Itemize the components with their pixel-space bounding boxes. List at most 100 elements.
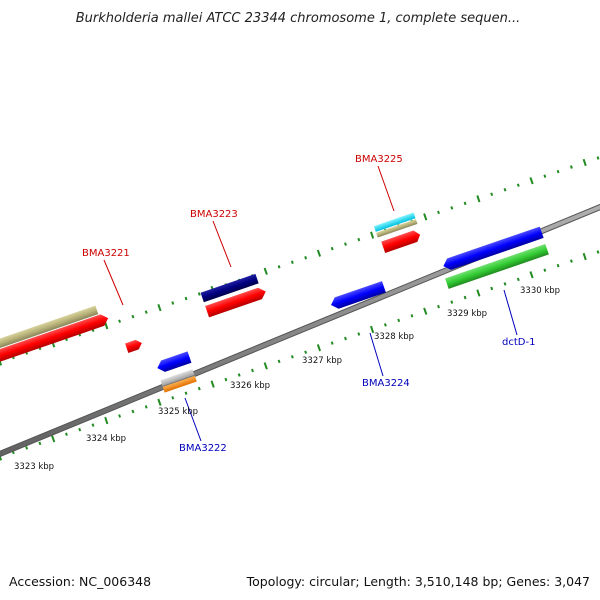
scale-tick <box>316 344 322 352</box>
scale-tick <box>543 174 547 178</box>
scale-tick <box>437 210 440 215</box>
scale-tick <box>290 355 294 359</box>
scale-tick <box>131 409 135 414</box>
feature-tan-right <box>376 219 418 238</box>
feature-blue-small <box>157 351 192 372</box>
scale-tick <box>197 292 201 296</box>
scale-tick <box>118 414 122 418</box>
scale-tick <box>224 377 228 382</box>
scale-tick <box>157 398 162 406</box>
scale-tick <box>582 252 587 261</box>
scale-label-3324: 3324 kbp <box>86 434 126 444</box>
scale-tick <box>131 314 135 319</box>
scale-tick <box>423 213 428 221</box>
scale-tick <box>0 358 3 366</box>
gene-label-bma3223: BMA3223 <box>190 209 238 220</box>
scale-tick <box>51 435 56 443</box>
scale-tick <box>91 423 95 427</box>
scale-label-3328: 3328 kbp <box>374 332 414 342</box>
feature-orange <box>162 375 197 393</box>
feature-navy <box>200 273 259 303</box>
scale-tick <box>78 427 82 432</box>
scale-tick <box>184 296 188 301</box>
feature-blue-right <box>443 226 544 270</box>
scale-tick <box>437 304 440 309</box>
gene-label-bma3221: BMA3221 <box>82 248 130 259</box>
scale-tick <box>330 246 334 251</box>
scale-tick <box>0 453 3 461</box>
scale-tick <box>543 268 547 272</box>
scale-tick <box>118 319 122 323</box>
scale-tick <box>503 187 507 192</box>
summary-text: Topology: circular; Length: 3,510,148 bp… <box>246 574 590 589</box>
scale-label-3327: 3327 kbp <box>302 356 342 366</box>
scale-tick <box>569 165 573 169</box>
scale-tick <box>556 169 560 174</box>
scale-tick <box>357 332 361 336</box>
scale-tick <box>370 231 375 239</box>
scale-tick <box>251 368 254 373</box>
scale-tick <box>144 405 148 409</box>
feature-blue-mid <box>331 281 386 309</box>
scale-tick <box>529 177 534 185</box>
scale-tick <box>263 267 268 275</box>
feature-tan-left <box>0 305 99 359</box>
feature-red-mid <box>205 287 266 318</box>
scale-tick <box>569 259 573 263</box>
feature-red-left <box>0 314 109 371</box>
feature-track <box>0 203 600 458</box>
scale-tick <box>157 303 162 312</box>
gene-label-bma3224: BMA3224 <box>362 378 410 389</box>
scale-tick <box>197 386 201 391</box>
scale-tick <box>184 391 188 395</box>
scale-tick <box>357 237 361 242</box>
feature-grey <box>160 369 195 386</box>
scale-tick <box>65 432 68 436</box>
scale-tick <box>450 206 454 210</box>
scale-tick <box>397 318 401 323</box>
scale-tick <box>370 325 375 334</box>
scale-label-3323: 3323 kbp <box>14 462 54 472</box>
scale-label-3329: 3329 kbp <box>447 309 487 319</box>
scale-tick <box>38 441 42 446</box>
leader-lines <box>103 165 518 442</box>
scale-tick <box>277 265 281 269</box>
scale-tick <box>463 201 467 206</box>
map-title: Burkholderia mallei ATCC 23344 chromosom… <box>76 11 521 26</box>
scale-tick <box>344 242 347 246</box>
scale-tick <box>144 310 148 314</box>
scale-label-3330: 3330 kbp <box>520 286 560 296</box>
scale-tick <box>582 158 587 167</box>
scale-tick <box>171 301 175 305</box>
gene-label-bma3225: BMA3225 <box>355 154 403 165</box>
scale-tick <box>304 350 308 354</box>
scale-tick <box>596 250 600 254</box>
scale-tick <box>450 300 454 304</box>
scale-tick <box>516 183 520 187</box>
scale-tick <box>383 323 387 327</box>
scale-tick <box>237 373 241 377</box>
lower-tick-ring <box>0 250 600 461</box>
upper-tick-ring <box>0 156 600 366</box>
scale-tick <box>330 341 334 345</box>
accession-text: Accession: NC_006348 <box>9 574 151 589</box>
scale-label-3325: 3325 kbp <box>158 407 198 417</box>
feature-red-small <box>125 339 142 353</box>
scale-tick <box>290 260 294 264</box>
scale-tick <box>277 359 281 364</box>
scale-tick <box>263 362 268 370</box>
feature-cyan <box>373 212 416 232</box>
scale-tick <box>476 289 481 297</box>
scale-tick <box>304 256 308 260</box>
scale-tick <box>423 307 428 315</box>
scale-tick <box>171 396 175 400</box>
gene-label-dctd-1: dctD-1 <box>502 337 535 348</box>
scale-tick <box>516 277 520 282</box>
scale-tick <box>104 416 109 425</box>
scale-tick <box>410 314 414 318</box>
scale-tick <box>104 322 109 330</box>
scale-tick <box>316 249 322 257</box>
scale-tick <box>529 271 534 279</box>
scale-tick <box>210 380 215 388</box>
